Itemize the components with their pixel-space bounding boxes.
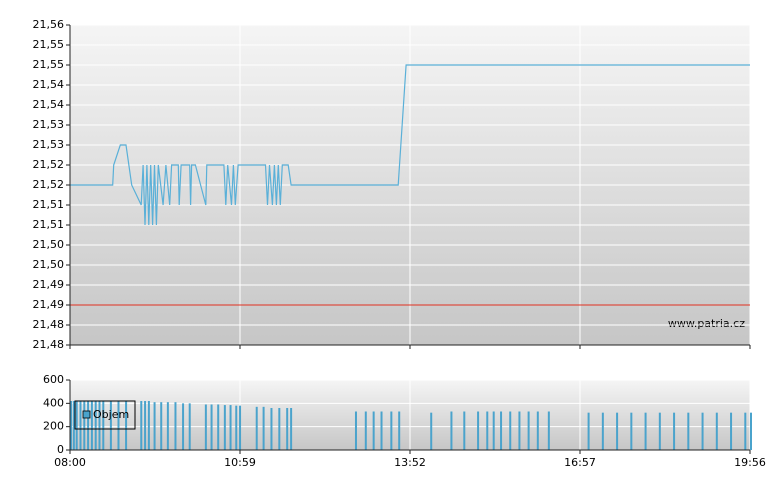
volume-bar xyxy=(94,401,97,450)
y-tick-label: 21,48 xyxy=(33,338,65,351)
volume-bar xyxy=(364,411,367,450)
y-tick-label: 21,48 xyxy=(33,318,65,331)
volume-bar xyxy=(125,401,128,450)
volume-bar xyxy=(83,401,86,450)
volume-bar xyxy=(204,404,207,450)
volume-bar xyxy=(486,411,489,450)
volume-bar xyxy=(102,401,105,450)
volume-bar xyxy=(536,411,539,450)
volume-bar xyxy=(616,412,619,450)
y-tick-label: 21,49 xyxy=(33,298,65,311)
volume-bar xyxy=(90,401,93,450)
y-tick-label: 21,51 xyxy=(33,218,65,231)
volume-bar xyxy=(372,411,375,450)
y-tick-label: 21,49 xyxy=(33,278,65,291)
volume-bar xyxy=(223,405,226,450)
volume-bar xyxy=(730,412,733,450)
y-tick-label: 21,51 xyxy=(33,198,65,211)
volume-bar xyxy=(492,411,495,450)
volume-bar xyxy=(217,404,220,450)
volume-bar xyxy=(210,404,213,450)
volume-bar xyxy=(79,401,82,450)
volume-bar xyxy=(117,401,120,450)
y-tick-label: 200 xyxy=(43,420,64,433)
volume-bar xyxy=(70,401,72,450)
volume-bar xyxy=(527,411,530,450)
legend-label: Objem xyxy=(93,408,129,421)
volume-bar xyxy=(509,411,512,450)
volume-bar xyxy=(500,411,503,450)
volume-bar xyxy=(153,402,156,450)
volume-bar xyxy=(701,412,704,450)
volume-bar xyxy=(262,406,265,450)
y-tick-label: 21,50 xyxy=(33,258,65,271)
volume-bar xyxy=(601,412,604,450)
y-tick-label: 0 xyxy=(57,443,64,456)
volume-bar xyxy=(75,401,78,450)
y-tick-label: 21,53 xyxy=(33,118,65,131)
volume-bar xyxy=(229,405,232,450)
y-tick-label: 21,55 xyxy=(33,58,65,71)
x-tick-label: 19:56 xyxy=(734,456,766,469)
volume-bar xyxy=(398,411,401,450)
y-tick-label: 21,56 xyxy=(33,18,65,31)
x-tick-label: 10:59 xyxy=(224,456,256,469)
x-tick-label: 13:52 xyxy=(394,456,426,469)
y-tick-label: 21,52 xyxy=(33,178,65,191)
volume-bar xyxy=(673,412,676,450)
y-tick-label: 21,50 xyxy=(33,238,65,251)
volume-bar xyxy=(450,411,453,450)
y-tick-label: 21,54 xyxy=(33,98,65,111)
volume-bar xyxy=(87,401,90,450)
volume-bar xyxy=(144,401,147,450)
volume-bar xyxy=(658,412,661,450)
volume-bar xyxy=(98,401,101,450)
volume-bar xyxy=(354,411,357,450)
price-line xyxy=(70,64,750,226)
y-tick-label: 21,52 xyxy=(33,158,65,171)
volume-bar xyxy=(235,405,238,450)
legend-swatch xyxy=(82,410,91,419)
watermark: www.patria.cz xyxy=(668,317,745,330)
volume-bar xyxy=(109,401,112,450)
volume-bar xyxy=(188,403,191,450)
volume-bar xyxy=(286,408,289,450)
volume-bar xyxy=(174,402,177,450)
volume-bar xyxy=(518,411,521,450)
volume-bar xyxy=(463,411,466,450)
volume-bar xyxy=(239,405,242,450)
x-tick-label: 16:57 xyxy=(564,456,596,469)
y-tick-label: 600 xyxy=(43,373,64,386)
volume-bar xyxy=(380,411,383,450)
volume-bar xyxy=(750,412,752,450)
y-tick-label: 21,54 xyxy=(33,78,65,91)
volume-bar xyxy=(278,408,281,450)
volume-bar xyxy=(182,403,185,450)
y-tick-label: 21,53 xyxy=(33,138,65,151)
volume-bar xyxy=(715,412,718,450)
volume-bar xyxy=(644,412,647,450)
volume-bar xyxy=(147,401,150,450)
volume-bar xyxy=(166,402,169,450)
legend-box xyxy=(74,400,136,430)
volume-bar xyxy=(72,401,75,450)
volume-bar xyxy=(270,408,273,450)
volume-bar xyxy=(430,412,433,450)
volume-bar xyxy=(744,412,747,450)
x-tick-label: 08:00 xyxy=(54,456,86,469)
volume-bar xyxy=(687,412,690,450)
volume-bar xyxy=(477,411,480,450)
volume-bar xyxy=(255,406,258,450)
volume-bar xyxy=(290,408,293,450)
volume-bar xyxy=(587,412,590,450)
volume-bar xyxy=(630,412,633,450)
y-tick-label: 21,55 xyxy=(33,38,65,51)
volume-bar xyxy=(160,402,163,450)
volume-bar xyxy=(140,401,143,450)
volume-bar xyxy=(547,411,550,450)
volume-bar xyxy=(390,411,393,450)
y-tick-label: 400 xyxy=(43,396,64,409)
